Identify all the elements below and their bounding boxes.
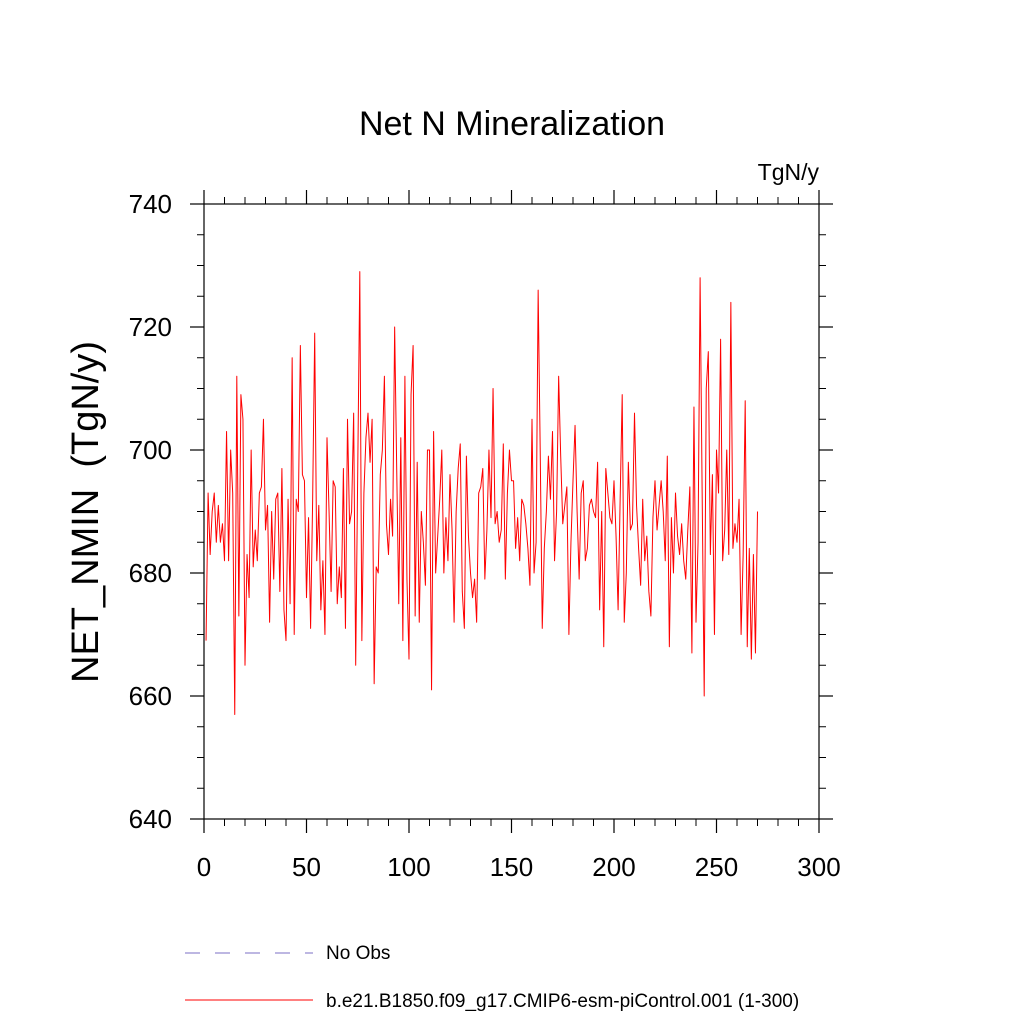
x-tick-label: 100 bbox=[387, 852, 430, 882]
legend-label-no-obs: No Obs bbox=[326, 943, 390, 964]
series-line bbox=[205, 271, 758, 715]
y-axis-label: NET_NMIN (TgN/y) bbox=[65, 341, 107, 683]
y-tick-label: 660 bbox=[129, 681, 172, 711]
x-tick-label: 300 bbox=[797, 852, 840, 882]
y-tick-label: 680 bbox=[129, 558, 172, 588]
x-tick-label: 250 bbox=[695, 852, 738, 882]
x-tick-label: 200 bbox=[592, 852, 635, 882]
y-tick-label: 640 bbox=[129, 804, 172, 834]
y-axis: 640 660 680 700 720 740 bbox=[129, 189, 833, 834]
x-tick-label: 150 bbox=[490, 852, 533, 882]
legend: No Obs b.e21.B1850.f09_g17.CMIP6-esm-piC… bbox=[185, 943, 799, 1012]
x-axis: 0 50 100 150 200 250 300 bbox=[197, 190, 841, 882]
y-tick-label: 740 bbox=[129, 189, 172, 219]
x-tick-label: 0 bbox=[197, 852, 211, 882]
legend-label-model: b.e21.B1850.f09_g17.CMIP6-esm-piControl.… bbox=[326, 991, 799, 1012]
series-layer bbox=[205, 271, 758, 715]
y-tick-label: 700 bbox=[129, 435, 172, 465]
units-label: TgN/y bbox=[758, 159, 820, 185]
y-tick-label: 720 bbox=[129, 312, 172, 342]
x-tick-label: 50 bbox=[292, 852, 321, 882]
chart-title: Net N Mineralization bbox=[359, 105, 665, 143]
